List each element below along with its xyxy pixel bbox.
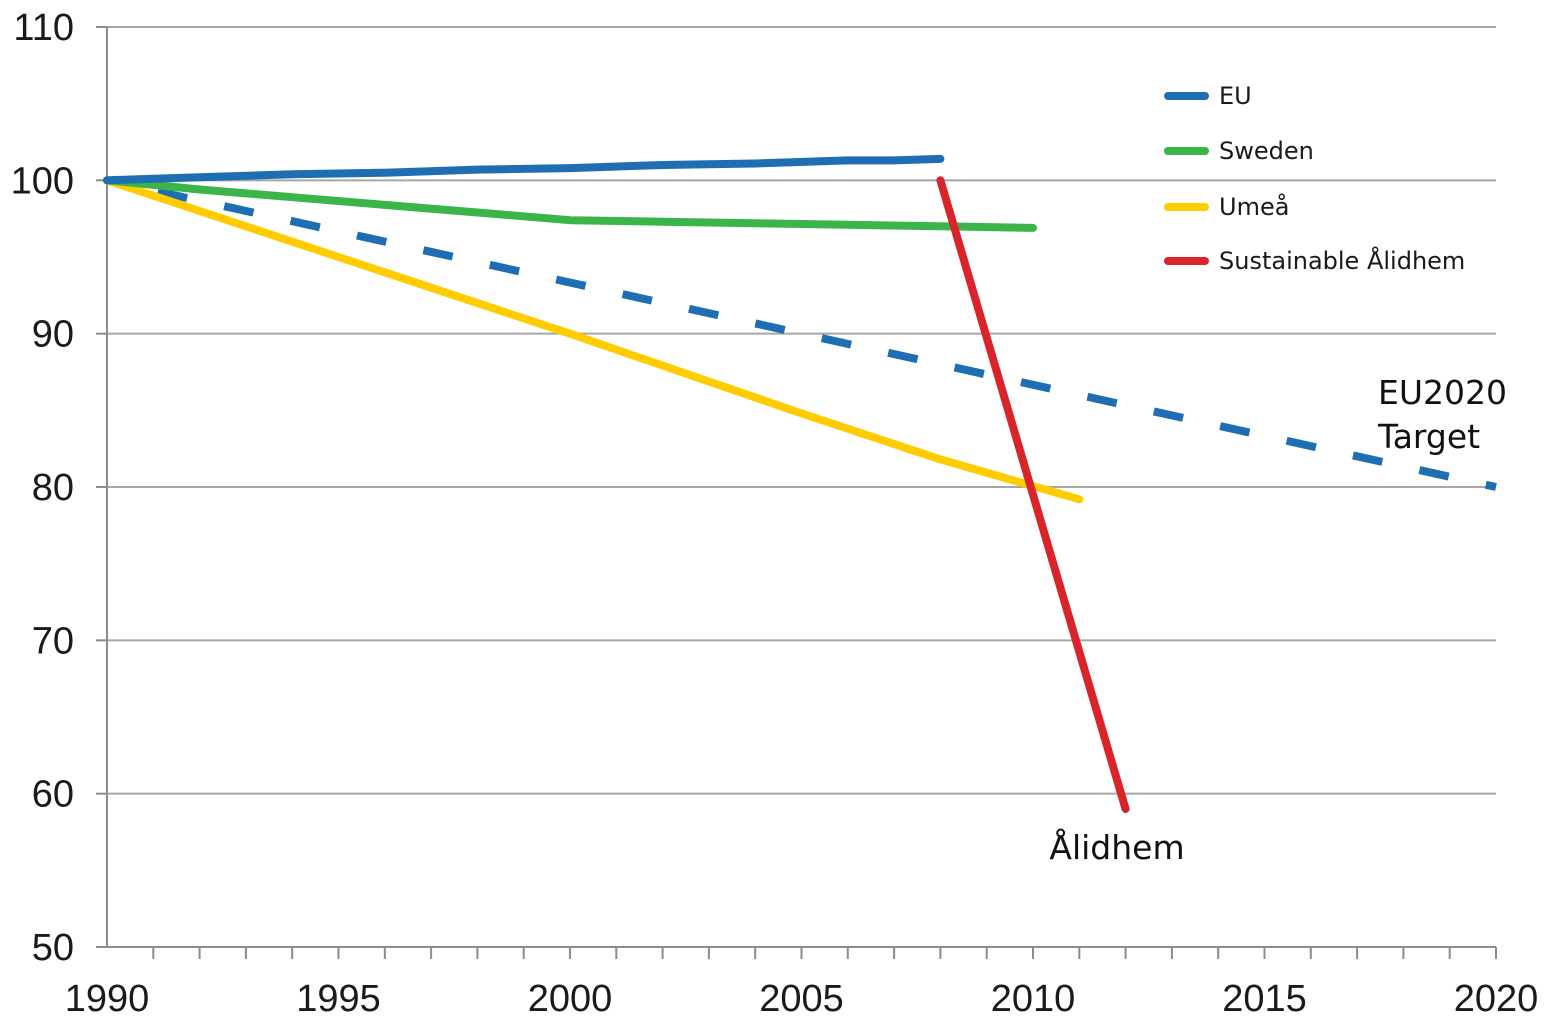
x-tick-label: 1990: [65, 978, 150, 1016]
series-lines: [103, 154, 1497, 813]
axes: 50 60 70 80 90 100 110 1990 1995 2000 2005 2010 2015…: [11, 7, 1539, 1016]
series-line-ume-: [103, 176, 1084, 504]
annotation-eu2020-target: EU2020: [1378, 373, 1507, 412]
legend-label: Sweden: [1219, 137, 1314, 165]
annotation-alidhem: Ålidhem: [1049, 827, 1184, 867]
y-tick-label: 90: [32, 314, 74, 356]
y-tick-label: 80: [32, 467, 74, 509]
x-tick-label: 1995: [296, 978, 381, 1016]
x-tick-label: 2015: [1222, 978, 1307, 1016]
gridlines: [107, 26, 1496, 795]
x-tick-label: 2000: [528, 978, 613, 1016]
y-tick-label: 50: [32, 927, 74, 969]
series-line-sweden: [103, 176, 1037, 232]
series-line-sustainable-lidhem: [936, 176, 1130, 813]
annotations: EU2020 Target Ålidhem: [1049, 373, 1507, 867]
legend-label: EU: [1219, 82, 1252, 110]
legend-label: Umeå: [1219, 192, 1289, 221]
annotation-eu2020-target: Target: [1377, 417, 1480, 456]
y-tick-label: 70: [32, 620, 74, 662]
legend: EU Sweden Umeå Sustainable Ålidhem: [1164, 82, 1465, 275]
y-tick-label: 60: [32, 774, 74, 816]
x-tick-label: 2005: [759, 978, 844, 1016]
y-tick-label: 110: [13, 7, 74, 49]
x-tick-label: 2020: [1454, 978, 1539, 1016]
legend-label: Sustainable Ålidhem: [1219, 246, 1465, 275]
y-tick-label: 100: [11, 160, 74, 202]
x-tick-label: 2010: [991, 978, 1076, 1016]
series-line-eu: [103, 154, 945, 185]
